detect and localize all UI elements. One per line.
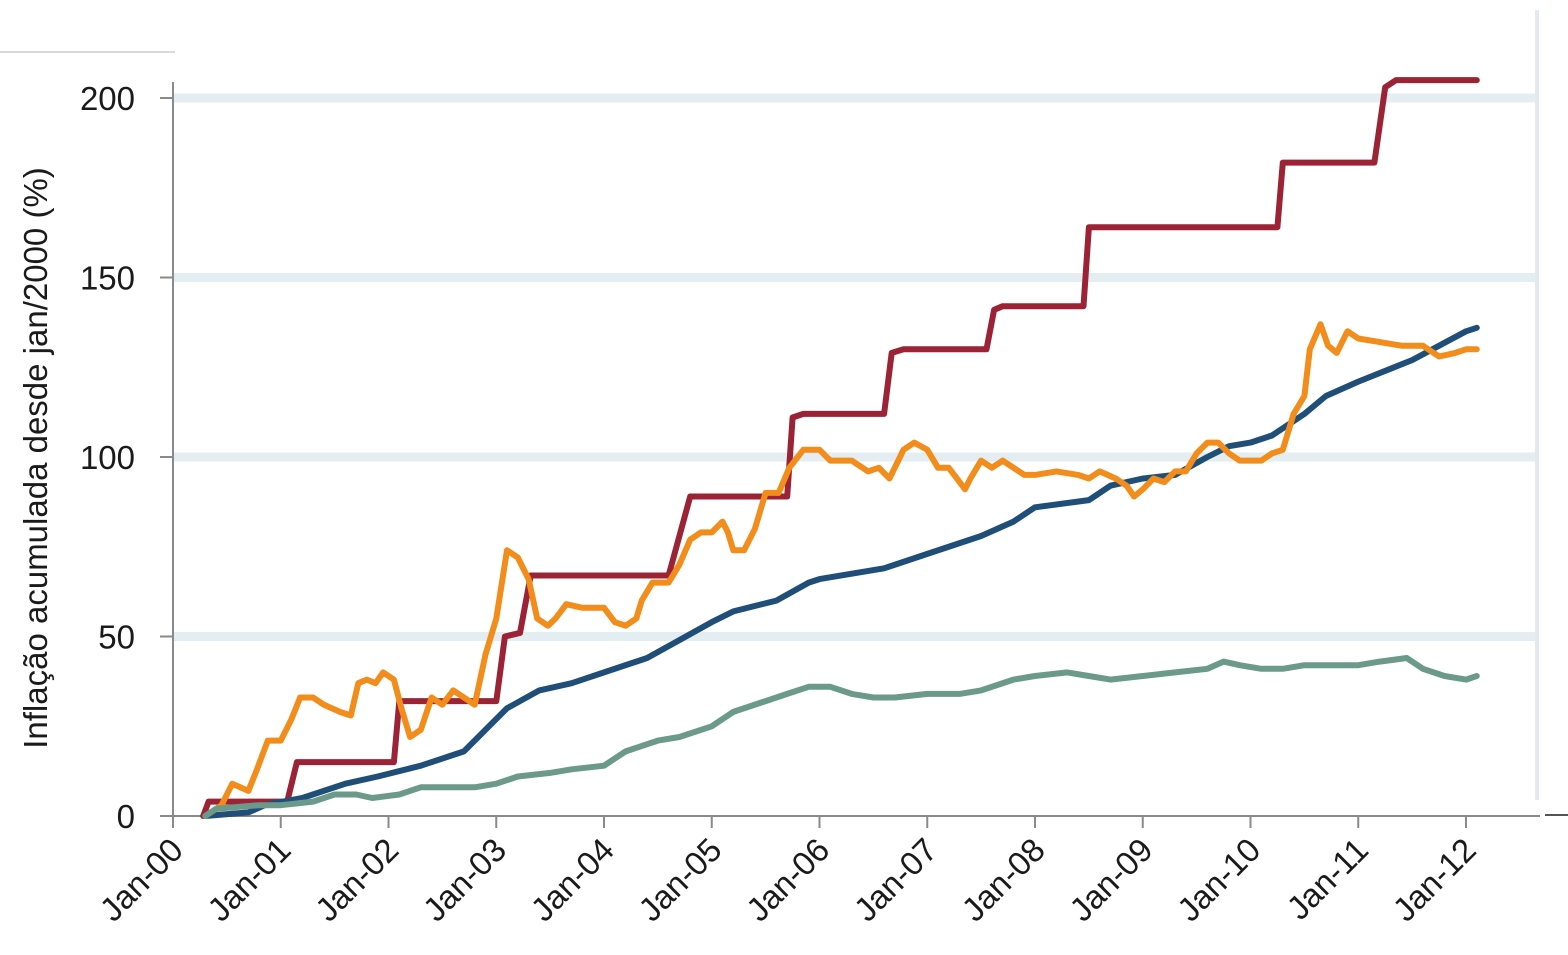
x-tick-label: Jan-06 [739,831,837,929]
gridlines [173,93,1535,641]
x-tick-label: Jan-03 [416,831,514,929]
x-tick-label: Jan-01 [200,831,298,929]
series-line-3 [202,321,1480,819]
series-line-2 [202,324,1480,819]
series-line-4 [202,655,1480,819]
x-tick-label: Jan-11 [1279,831,1375,927]
series-line-1 [200,77,1480,819]
y-tick-label: 100 [80,439,135,476]
y-axis-title: Inflação acumulada desde jan/2000 (%) [17,167,54,749]
axes [160,82,1540,817]
x-tick-label: Jan-05 [631,831,729,929]
x-tick-label: Jan-08 [954,831,1052,929]
x-tick-label: Jan-10 [1170,831,1268,929]
y-tick-label: 50 [98,619,135,656]
x-tick-label: Jan-04 [523,831,621,929]
y-axis-ticks: 0 50 100 150 200 [80,80,173,835]
x-tick-label: Jan-12 [1385,831,1483,929]
x-tick-label: Jan-07 [847,831,945,929]
x-tick-label: Jan-00 [92,831,190,929]
series-lines [200,77,1480,819]
x-tick-label: Jan-02 [308,831,406,929]
x-tick-label: Jan-09 [1062,831,1160,929]
y-tick-label: 150 [80,260,135,297]
x-axis-ticks: Jan-00 Jan-01 Jan-02 Jan-03 Jan-04 Jan-05 Jan-… [92,816,1483,928]
y-tick-label: 0 [117,798,135,835]
y-tick-label: 200 [80,80,135,117]
